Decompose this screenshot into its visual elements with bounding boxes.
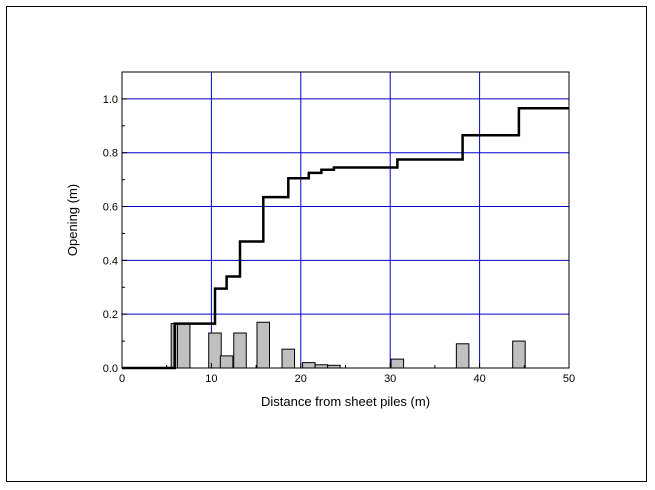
x-tick-label-4: 40 — [473, 373, 485, 385]
bar-2 — [208, 332, 222, 369]
grid-lines — [122, 72, 569, 368]
bar-series — [170, 321, 526, 369]
bar-1 — [176, 323, 191, 369]
x-tick-label-5: 50 — [563, 373, 575, 385]
y-tick-label-2: 0.4 — [103, 255, 118, 267]
bar-11 — [455, 343, 470, 369]
y-axis-ticks: 0.0 0.2 0.4 0.6 0.8 1.0 — [103, 71, 127, 375]
bar-6 — [281, 348, 296, 369]
x-tick-label-0: 0 — [119, 373, 125, 385]
y-tick-label-0: 0.0 — [103, 363, 118, 375]
x-axis-title: Distance from sheet piles (m) — [261, 394, 430, 409]
x-tick-label-3: 30 — [384, 373, 396, 385]
bar-12 — [512, 340, 526, 369]
y-tick-label-4: 0.8 — [103, 148, 118, 160]
bar-10 — [390, 358, 405, 369]
bar-3 — [219, 355, 234, 369]
cumulative-step-line — [122, 107, 569, 370]
y-tick-label-1: 0.2 — [103, 309, 118, 321]
bar-7 — [302, 362, 316, 369]
y-tick-label-5: 1.0 — [103, 94, 118, 106]
x-tick-label-1: 10 — [205, 373, 217, 385]
x-axis-ticks: 0 10 20 30 40 50 — [119, 363, 575, 385]
figure-frame — [6, 6, 647, 482]
y-axis-title: Opening (m) — [65, 184, 80, 256]
step-line-path — [122, 107, 569, 370]
bar-5 — [256, 321, 271, 369]
y-tick-label-3: 0.6 — [103, 202, 118, 214]
bar-4 — [233, 332, 247, 369]
x-tick-label-2: 20 — [295, 373, 307, 385]
